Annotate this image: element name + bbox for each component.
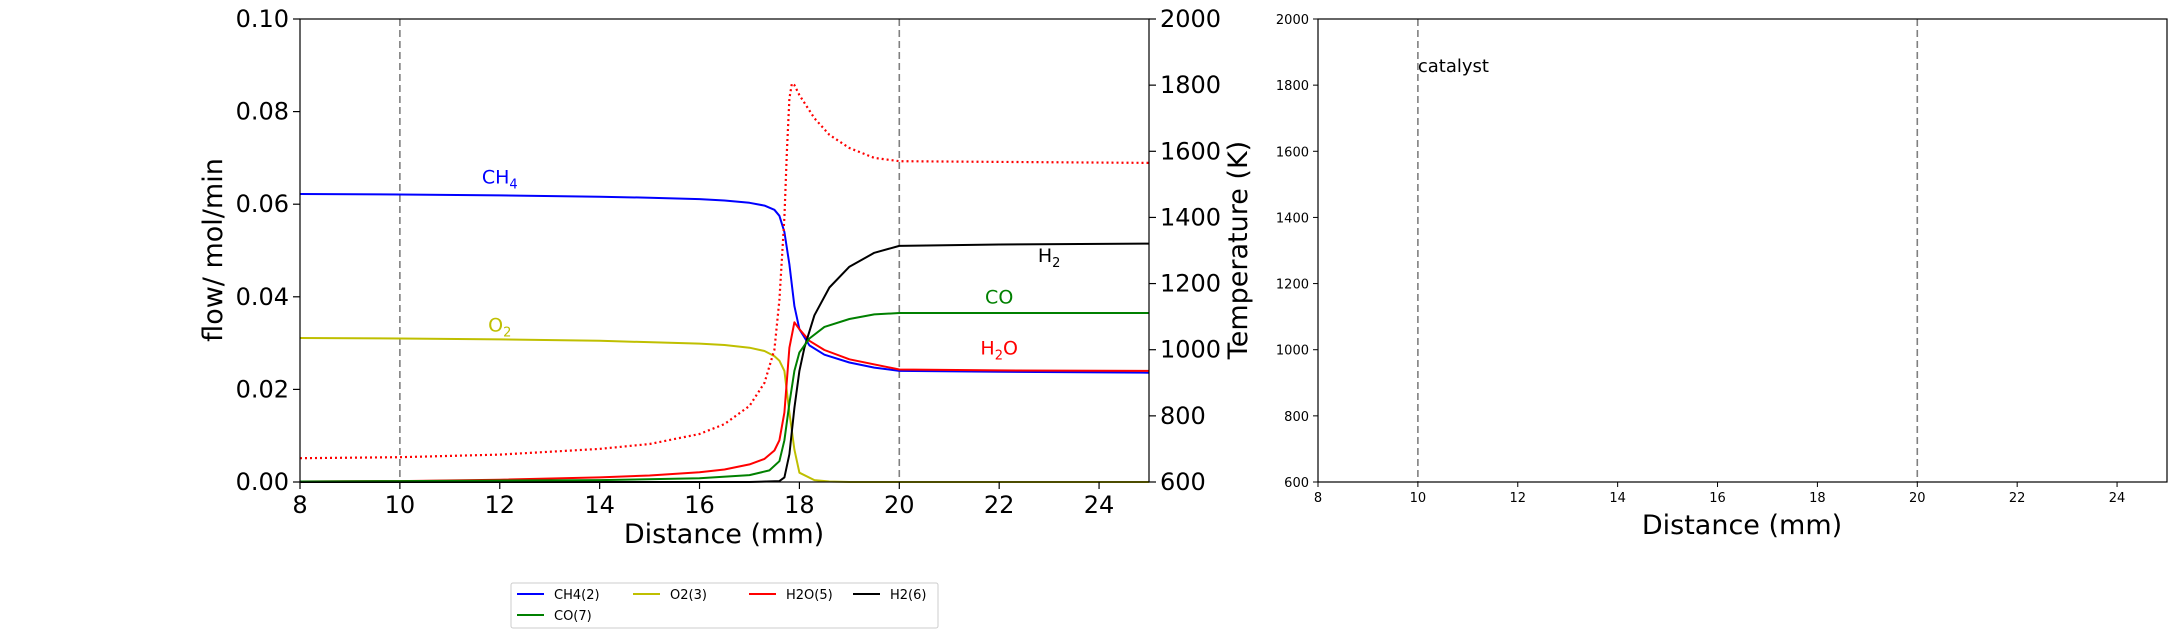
- legend-item-h2o-5: H2O(5): [749, 588, 833, 603]
- series-line-o2-3: [299, 337, 1149, 483]
- y-tick-label: 1400: [1276, 211, 1309, 226]
- series-line-h2-6: [300, 242, 1150, 483]
- legend-item-h2-6: H2(6): [853, 588, 926, 603]
- legend-label: CH4(2): [554, 588, 600, 603]
- legend-label: CO(7): [554, 609, 592, 624]
- y-tick-label: 2000: [1276, 13, 1309, 28]
- x-tick-label: 8: [1314, 491, 1322, 506]
- left-chart-y-ticks-right: 600 800 1000 1200 1400 1600 1800 2000: [1149, 5, 1221, 496]
- y-tick-label-right: 1600: [1160, 137, 1221, 165]
- x-tick-label: 22: [2009, 491, 2026, 506]
- left-chart-annotations: CH4 O2 H2 CO H2O: [482, 166, 1061, 363]
- y-tick-label-right: 800: [1160, 402, 1206, 430]
- left-chart-x-axis-title: Distance (mm): [624, 519, 824, 550]
- x-tick-label: 10: [385, 491, 416, 519]
- left-chart-y-axis-title-right: Temperature (K): [1223, 141, 1254, 360]
- annotation-h2o: H2O: [980, 338, 1018, 364]
- series-line-co-7: [299, 312, 1149, 483]
- legend-label: O2(3): [670, 588, 707, 603]
- left-chart-y-ticks-left: 0.00 0.02 0.04 0.06 0.08 0.10: [236, 5, 300, 496]
- x-tick-label: 12: [484, 491, 515, 519]
- left-chart-plot-frame: [299, 18, 1150, 483]
- annotation-o2: O2: [488, 315, 511, 341]
- legend-frame: [510, 582, 939, 629]
- y-tick-label: 1600: [1276, 145, 1309, 160]
- legend-label: H2(6): [890, 588, 926, 603]
- y-tick-label-left: 0.10: [236, 5, 289, 33]
- right-chart-x-ticks: 8 10 12 14 16 18 20 22 24: [1314, 482, 2125, 506]
- x-tick-label: 20: [1909, 491, 1926, 506]
- y-tick-label: 600: [1284, 476, 1309, 491]
- y-tick-label-left: 0.08: [236, 98, 289, 126]
- legend-item-ch4-2: CH4(2): [517, 588, 600, 603]
- x-tick-label: 10: [1410, 491, 1427, 506]
- y-tick-label-right: 1800: [1160, 71, 1221, 99]
- right-chart-y-ticks: 600 800 1000 1200 1400 1600 1800 2000: [1276, 13, 1318, 491]
- y-tick-label: 1800: [1276, 79, 1309, 94]
- y-tick-label-right: 1200: [1160, 270, 1221, 298]
- y-tick-label: 800: [1284, 410, 1309, 425]
- species-flow-chart: 8 10 12 14 16 18 20 22 24 0.000.020.040.060.080.…: [198, 5, 1254, 550]
- y-tick-label-left: 0.04: [236, 283, 289, 311]
- right-chart-annotations: catalyst: [1418, 56, 1489, 77]
- annotation-h2: H2: [1038, 245, 1061, 271]
- right-chart-vlines: [1417, 19, 1919, 482]
- y-tick-label: 1200: [1276, 278, 1309, 293]
- x-tick-label: 20: [884, 491, 915, 519]
- x-tick-label: 24: [2109, 491, 2126, 506]
- right-chart-x-axis-title: Distance (mm): [1642, 510, 1842, 541]
- series-line-ch4-2: [299, 193, 1150, 374]
- y-tick-label: 1000: [1276, 344, 1309, 359]
- right-chart-plot-frame: [1317, 18, 2168, 483]
- annotation-co: CO: [985, 287, 1013, 309]
- x-tick-label: 16: [684, 491, 715, 519]
- y-tick-label-left: 0.00: [236, 468, 289, 496]
- x-tick-label: 18: [1809, 491, 1826, 506]
- x-tick-label: 24: [1084, 491, 1115, 519]
- y-tick-label-right: 1000: [1160, 336, 1221, 364]
- y-tick-label-left: 0.02: [236, 375, 289, 403]
- left-chart-series: [299, 82, 1150, 483]
- legend-label: H2O(5): [786, 588, 833, 603]
- y-tick-label-right: 600: [1160, 468, 1206, 496]
- temperature-chart: 8 10 12 14 16 18 20 22 24 600 800 1000 1200 1400 1600…: [1276, 13, 2168, 541]
- x-tick-label: 12: [1509, 491, 1526, 506]
- legend: CH4(2) O2(3) H2O(5) H2(6) CO(7): [510, 582, 939, 629]
- x-tick-label: 22: [984, 491, 1015, 519]
- legend-item-o2-3: O2(3): [633, 588, 707, 603]
- x-tick-label: 18: [784, 491, 815, 519]
- left-chart-x-ticks: 8 10 12 14 16 18 20 22 24: [292, 482, 1114, 519]
- series-line-temperature: [299, 82, 1150, 460]
- annotation-ch4: CH4: [482, 166, 518, 192]
- y-tick-label-left: 0.06: [236, 190, 289, 218]
- left-chart-vlines: [399, 19, 901, 482]
- x-tick-label: 14: [1609, 491, 1626, 506]
- series-line-h2o-5: [299, 321, 1150, 483]
- x-tick-label: 14: [584, 491, 615, 519]
- y-tick-label-right: 1400: [1160, 203, 1221, 231]
- legend-item-co-7: CO(7): [517, 609, 592, 624]
- y-tick-label-right: 2000: [1160, 5, 1221, 33]
- annotation-catalyst: catalyst: [1418, 56, 1489, 77]
- x-tick-label: 16: [1709, 491, 1726, 506]
- x-tick-label: 8: [292, 491, 307, 519]
- left-chart-y-axis-title-left: flow/ mol/min: [198, 158, 229, 342]
